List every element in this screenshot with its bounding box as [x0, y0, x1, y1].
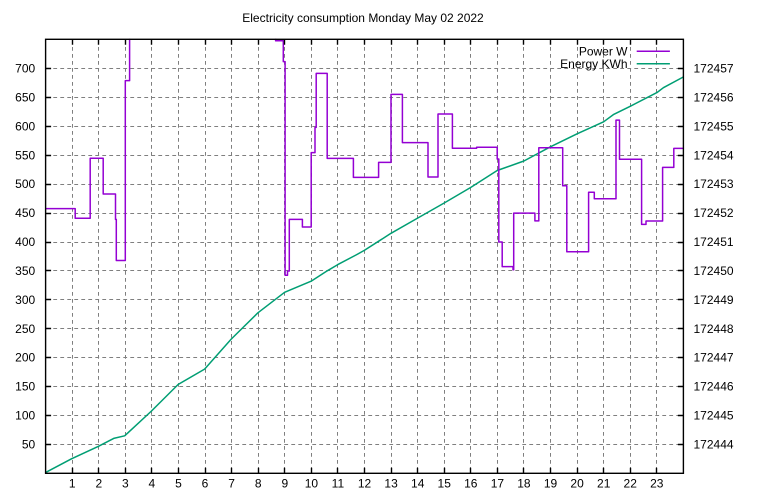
svg-text:172446: 172446 [694, 380, 734, 394]
svg-text:600: 600 [15, 119, 35, 133]
svg-text:20: 20 [570, 477, 584, 491]
svg-text:650: 650 [15, 91, 35, 105]
svg-text:172455: 172455 [694, 119, 734, 133]
svg-text:22: 22 [624, 477, 638, 491]
svg-text:13: 13 [384, 477, 398, 491]
svg-text:2: 2 [95, 477, 102, 491]
svg-text:172450: 172450 [694, 264, 734, 278]
svg-text:500: 500 [15, 177, 35, 191]
svg-text:23: 23 [650, 477, 664, 491]
svg-text:11: 11 [332, 477, 345, 491]
svg-text:6: 6 [202, 477, 209, 491]
svg-text:172452: 172452 [694, 206, 734, 220]
svg-text:300: 300 [15, 293, 35, 307]
svg-text:5: 5 [175, 477, 182, 491]
svg-text:4: 4 [149, 477, 156, 491]
svg-text:15: 15 [438, 477, 452, 491]
svg-text:150: 150 [15, 380, 35, 394]
svg-text:550: 550 [15, 148, 35, 162]
svg-text:10: 10 [305, 477, 319, 491]
svg-text:400: 400 [15, 235, 35, 249]
svg-text:1: 1 [69, 477, 76, 491]
svg-text:172445: 172445 [694, 409, 734, 423]
svg-text:12: 12 [358, 477, 372, 491]
svg-text:21: 21 [597, 477, 611, 491]
svg-text:172449: 172449 [694, 293, 734, 307]
svg-text:Energy KWh: Energy KWh [560, 57, 627, 71]
svg-text:700: 700 [15, 62, 35, 76]
svg-text:3: 3 [122, 477, 129, 491]
svg-text:Electricity consumption Monday: Electricity consumption Monday May 02 20… [242, 11, 484, 25]
svg-text:200: 200 [15, 351, 35, 365]
svg-text:14: 14 [411, 477, 425, 491]
svg-text:450: 450 [15, 206, 35, 220]
svg-text:172456: 172456 [694, 91, 734, 105]
svg-text:172447: 172447 [694, 351, 734, 365]
svg-text:50: 50 [22, 437, 36, 451]
svg-text:250: 250 [15, 322, 35, 336]
svg-text:172453: 172453 [694, 177, 734, 191]
svg-text:19: 19 [544, 477, 558, 491]
svg-text:100: 100 [15, 409, 35, 423]
svg-text:17: 17 [491, 477, 505, 491]
svg-text:172448: 172448 [694, 322, 734, 336]
svg-text:350: 350 [15, 264, 35, 278]
svg-text:9: 9 [281, 477, 288, 491]
svg-text:Power W: Power W [579, 45, 628, 59]
svg-text:18: 18 [517, 477, 531, 491]
svg-text:16: 16 [464, 477, 478, 491]
svg-text:8: 8 [255, 477, 262, 491]
svg-text:172457: 172457 [694, 62, 734, 76]
svg-text:7: 7 [228, 477, 235, 491]
svg-text:172454: 172454 [694, 148, 734, 162]
svg-text:172451: 172451 [694, 235, 734, 249]
svg-text:172444: 172444 [694, 437, 734, 451]
